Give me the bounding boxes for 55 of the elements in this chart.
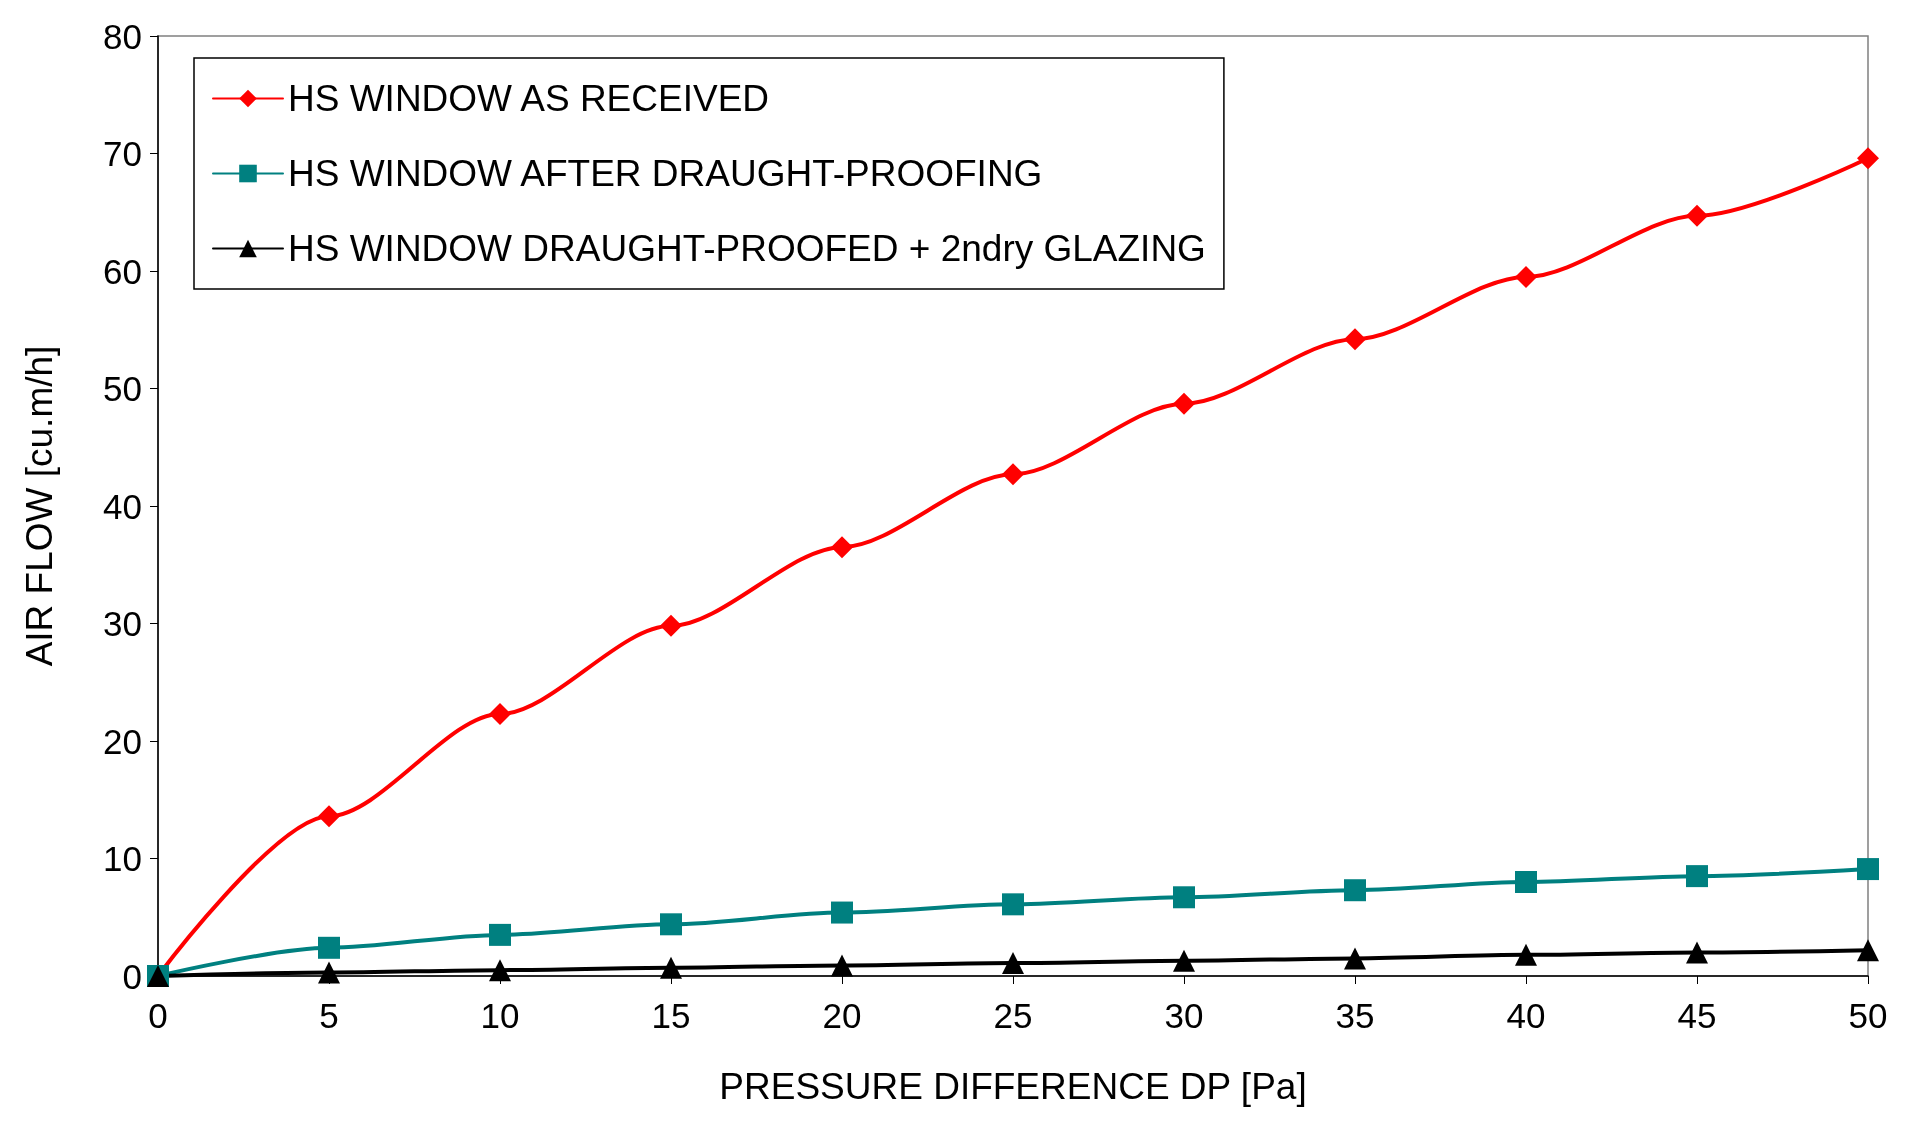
point bbox=[1173, 886, 1195, 909]
point bbox=[1002, 463, 1024, 486]
legend-label: HS WINDOW DRAUGHT-PROOFED + 2ndry GLAZING bbox=[288, 228, 1206, 269]
x-tick-label: 45 bbox=[1677, 996, 1717, 1035]
point bbox=[1857, 147, 1879, 170]
point bbox=[1515, 871, 1537, 893]
x-tick-label: 40 bbox=[1506, 996, 1546, 1035]
x-tick-label: 35 bbox=[1335, 996, 1375, 1035]
x-tick-label: 15 bbox=[651, 996, 691, 1035]
x-tick-label: 25 bbox=[993, 996, 1033, 1035]
point bbox=[1002, 893, 1024, 916]
y-tick-label: 40 bbox=[103, 486, 142, 526]
y-tick-label: 20 bbox=[103, 721, 142, 761]
point bbox=[1344, 879, 1366, 902]
point bbox=[831, 536, 853, 559]
y-tick-label: 50 bbox=[103, 369, 142, 408]
point bbox=[1002, 952, 1024, 975]
point bbox=[660, 614, 682, 637]
x-tick-label: 20 bbox=[822, 996, 862, 1035]
legend-label: HS WINDOW AFTER DRAUGHT-PROOFING bbox=[288, 153, 1043, 194]
y-tick-label: 60 bbox=[103, 251, 142, 291]
x-tick-label: 10 bbox=[480, 996, 520, 1035]
point bbox=[1515, 943, 1537, 966]
point bbox=[1686, 941, 1708, 964]
point bbox=[1515, 265, 1537, 288]
point bbox=[1686, 865, 1708, 888]
x-tick-label: 50 bbox=[1848, 996, 1888, 1035]
point bbox=[660, 956, 682, 979]
y-tick-label: 10 bbox=[103, 839, 142, 878]
point bbox=[318, 961, 340, 984]
y-axis-title: AIR FLOW [cu.m/h] bbox=[19, 345, 60, 667]
y-tick-label: 0 bbox=[122, 956, 142, 996]
point bbox=[489, 959, 511, 982]
point bbox=[1173, 949, 1195, 972]
y-tick-label: 30 bbox=[103, 604, 142, 643]
point bbox=[660, 913, 682, 936]
point bbox=[1857, 939, 1879, 962]
x-tick-label: 30 bbox=[1164, 996, 1204, 1035]
point bbox=[831, 901, 853, 924]
point bbox=[1344, 947, 1366, 970]
y-tick-label: 80 bbox=[103, 16, 142, 56]
point bbox=[1686, 204, 1708, 227]
point bbox=[831, 954, 853, 977]
x-axis-title: PRESSURE DIFFERENCE DP [Pa] bbox=[719, 1066, 1307, 1107]
point bbox=[489, 923, 511, 946]
legend-label: HS WINDOW AS RECEIVED bbox=[288, 78, 770, 119]
point bbox=[1857, 858, 1879, 881]
point bbox=[318, 805, 340, 828]
point bbox=[318, 936, 340, 959]
point bbox=[489, 702, 511, 725]
y-tick-label: 70 bbox=[103, 134, 142, 173]
x-tick-label: 0 bbox=[148, 996, 168, 1035]
point bbox=[1344, 328, 1366, 351]
point bbox=[1173, 392, 1195, 415]
x-tick-label: 5 bbox=[319, 996, 339, 1035]
